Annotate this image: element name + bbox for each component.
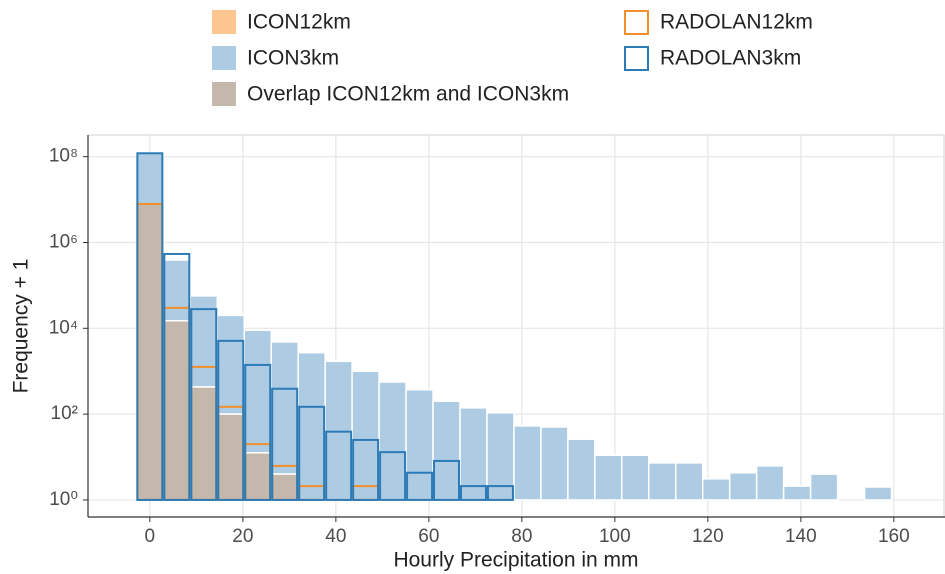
bar (378, 381, 407, 501)
bar (594, 454, 623, 501)
bar (728, 471, 758, 501)
y-tick-label: 10⁴ (49, 317, 78, 338)
y-axis-title: Frequency + 1 (10, 259, 33, 394)
bar (405, 388, 434, 501)
outline-bar (352, 438, 380, 501)
y-tick-label: 10² (51, 403, 78, 424)
bar (755, 465, 785, 501)
bar (782, 485, 812, 501)
bar (459, 407, 488, 501)
bar (432, 400, 461, 501)
legend-label: ICON12km (247, 11, 351, 34)
legend-label: RADOLAN3km (660, 47, 801, 70)
outline-bar (298, 405, 326, 501)
outline-bar (217, 339, 245, 501)
x-axis-title: Hourly Precipitation in mm (393, 549, 638, 572)
bar (809, 473, 839, 501)
bar (567, 438, 596, 501)
bar (701, 478, 731, 501)
x-tick-label: 80 (511, 526, 532, 547)
overlap-bar (162, 319, 192, 501)
outline-bar (271, 387, 299, 501)
outline-bar (244, 363, 272, 501)
outline-bar (460, 485, 487, 501)
x-tick-label: 140 (785, 526, 817, 547)
overlap-bar (216, 413, 245, 501)
legend-swatch (624, 46, 649, 71)
bar (324, 360, 353, 501)
bar (351, 370, 380, 501)
bar (621, 454, 650, 501)
bar (648, 462, 677, 501)
y-tick-label: 10⁰ (49, 489, 78, 510)
overlap-bar (189, 386, 219, 501)
x-tick-label: 60 (418, 526, 439, 547)
x-tick-label: 20 (232, 526, 253, 547)
y-tick-label: 10⁸ (49, 146, 78, 167)
legend-label: RADOLAN12km (660, 11, 813, 34)
bar (513, 425, 542, 501)
legend-label: Overlap ICON12km and ICON3km (247, 83, 569, 106)
outline-bar (406, 471, 434, 501)
legend-swatch (624, 10, 649, 35)
x-tick-label: 40 (325, 526, 346, 547)
outline-bar (325, 430, 353, 501)
outline-bar (136, 152, 164, 501)
outline-bar (486, 485, 514, 501)
bar (540, 426, 569, 501)
x-tick-label: 0 (145, 526, 156, 547)
x-tick-label: 120 (692, 526, 724, 547)
outline-bar (190, 308, 218, 501)
bar (297, 351, 326, 501)
legend-label: ICON3km (247, 47, 339, 70)
legend-swatch (212, 46, 236, 70)
overlap-bar (270, 473, 299, 501)
y-tick-label: 10⁶ (49, 232, 78, 253)
overlap-bar (243, 452, 272, 501)
outline-bar (433, 459, 461, 501)
legend-swatch (212, 82, 236, 106)
bar (675, 462, 704, 501)
bar (863, 486, 893, 501)
overlap-bar (135, 203, 165, 501)
x-tick-label: 160 (878, 526, 910, 547)
x-tick-label: 100 (599, 526, 631, 547)
outline-bar (163, 252, 191, 501)
legend-swatch (212, 10, 236, 34)
outline-bar (379, 451, 407, 501)
